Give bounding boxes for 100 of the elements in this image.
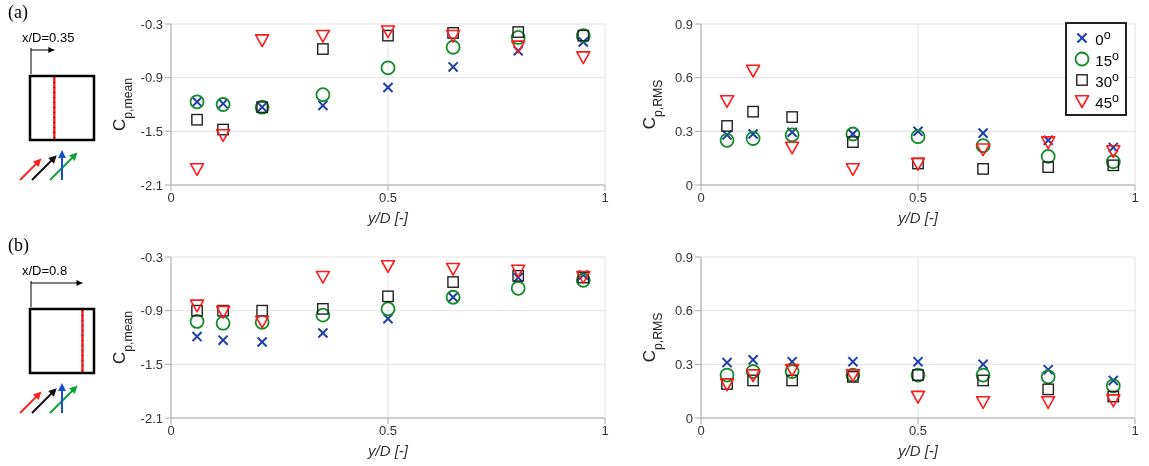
point	[747, 374, 759, 387]
point	[1107, 159, 1120, 172]
point	[1106, 394, 1121, 408]
legend-label: 45$^{o}$	[1095, 90, 1119, 111]
point	[1105, 378, 1121, 394]
point	[786, 126, 798, 138]
legend-label: 0$^{o}$	[1095, 27, 1111, 48]
point	[1040, 395, 1056, 410]
point	[510, 30, 526, 45]
point	[512, 26, 525, 38]
point	[847, 356, 859, 368]
point	[745, 131, 761, 146]
point	[317, 43, 329, 55]
point	[1107, 141, 1119, 153]
y-tick-label: 0	[685, 177, 693, 193]
point	[447, 27, 459, 39]
y-tick-label: -2.1	[140, 177, 163, 193]
point	[382, 290, 394, 303]
text: x/D=0.35	[22, 30, 75, 45]
point	[189, 162, 205, 177]
point	[447, 61, 459, 73]
point	[445, 29, 461, 43]
x-tick-label: 1	[601, 190, 609, 206]
x-tick-label: 0.5	[908, 190, 928, 206]
point	[786, 111, 799, 123]
text: (a)	[8, 2, 28, 23]
point	[747, 105, 759, 118]
x-axis-title: y/D [-]	[897, 442, 939, 459]
point	[745, 364, 761, 379]
x-tick-label: 0	[697, 423, 705, 439]
y-tick-label: -0.3	[140, 249, 163, 265]
point	[912, 125, 924, 137]
point	[1040, 136, 1056, 150]
point	[382, 313, 394, 325]
point	[577, 36, 589, 48]
y-tick-label: -0.9	[140, 303, 163, 319]
point	[382, 81, 394, 94]
point	[447, 276, 459, 288]
point	[191, 331, 203, 343]
point	[912, 356, 924, 368]
point	[575, 272, 591, 288]
y-tick-label: -1.5	[140, 356, 163, 372]
point	[975, 143, 991, 157]
point	[1106, 145, 1121, 159]
point	[721, 120, 733, 132]
point	[317, 327, 329, 339]
point	[721, 356, 733, 369]
x-tick-label: 1	[601, 423, 609, 439]
point	[719, 132, 735, 148]
point	[977, 127, 989, 139]
point	[977, 163, 989, 175]
y-tick-label: -1.5	[140, 123, 163, 139]
point	[189, 299, 205, 313]
x-tick-label: 0	[167, 190, 175, 206]
point	[191, 113, 203, 126]
x-tick-label: 0	[697, 190, 705, 206]
point	[445, 39, 461, 55]
point	[317, 302, 329, 315]
y-tick-label: 0.3	[674, 356, 693, 372]
point	[315, 307, 331, 323]
x-axis-title: y/D [-]	[367, 442, 409, 459]
point	[576, 51, 591, 65]
point	[784, 141, 800, 155]
point	[747, 354, 759, 366]
point	[189, 314, 205, 329]
point	[317, 99, 329, 111]
point	[745, 369, 761, 383]
point	[1105, 154, 1121, 170]
point	[254, 34, 270, 48]
y-tick-label: -2.1	[140, 410, 163, 426]
point	[256, 336, 268, 348]
x-tick-label: 0.5	[908, 423, 928, 439]
y-tick-label: 0.6	[674, 303, 693, 319]
point	[1042, 383, 1055, 396]
point	[380, 259, 396, 274]
point	[721, 129, 733, 141]
x-tick-label: 0.5	[378, 190, 398, 206]
point	[745, 64, 761, 78]
legend-label: 30$^{o}$	[1095, 69, 1119, 90]
point	[910, 390, 926, 404]
point	[380, 60, 396, 76]
text: x/D=0.8	[22, 263, 68, 278]
point	[1107, 374, 1119, 386]
point	[845, 162, 861, 177]
point	[847, 136, 859, 148]
point	[784, 127, 800, 143]
point	[380, 25, 396, 39]
y-tick-label: 0.9	[674, 249, 693, 265]
point	[315, 270, 331, 284]
x-tick-label: 1	[1131, 190, 1139, 206]
x-tick-label: 0	[167, 423, 175, 439]
point	[910, 129, 926, 145]
point	[1040, 369, 1056, 385]
y-tick-label: 0.9	[674, 16, 693, 32]
point	[380, 301, 396, 317]
point	[747, 128, 759, 140]
point	[786, 374, 799, 387]
point	[510, 280, 526, 296]
y-tick-label: 0.6	[674, 70, 693, 86]
x-axis-title: y/D [-]	[367, 209, 409, 226]
